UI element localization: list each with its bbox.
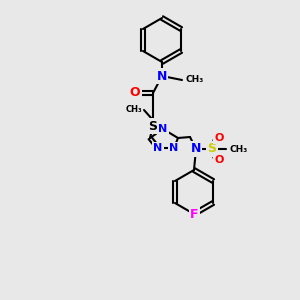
Text: CH₃: CH₃ [229, 145, 247, 154]
Text: N: N [191, 142, 201, 155]
Text: S: S [148, 119, 158, 133]
Text: O: O [214, 155, 224, 165]
Text: O: O [214, 133, 224, 143]
Text: N: N [169, 143, 178, 153]
Text: N: N [158, 124, 168, 134]
Text: F: F [190, 208, 198, 220]
Text: S: S [208, 142, 217, 155]
Text: CH₃: CH₃ [185, 76, 203, 85]
Text: N: N [153, 143, 163, 153]
Text: N: N [157, 70, 167, 83]
Text: CH₃: CH₃ [125, 106, 142, 115]
Text: O: O [130, 86, 140, 100]
